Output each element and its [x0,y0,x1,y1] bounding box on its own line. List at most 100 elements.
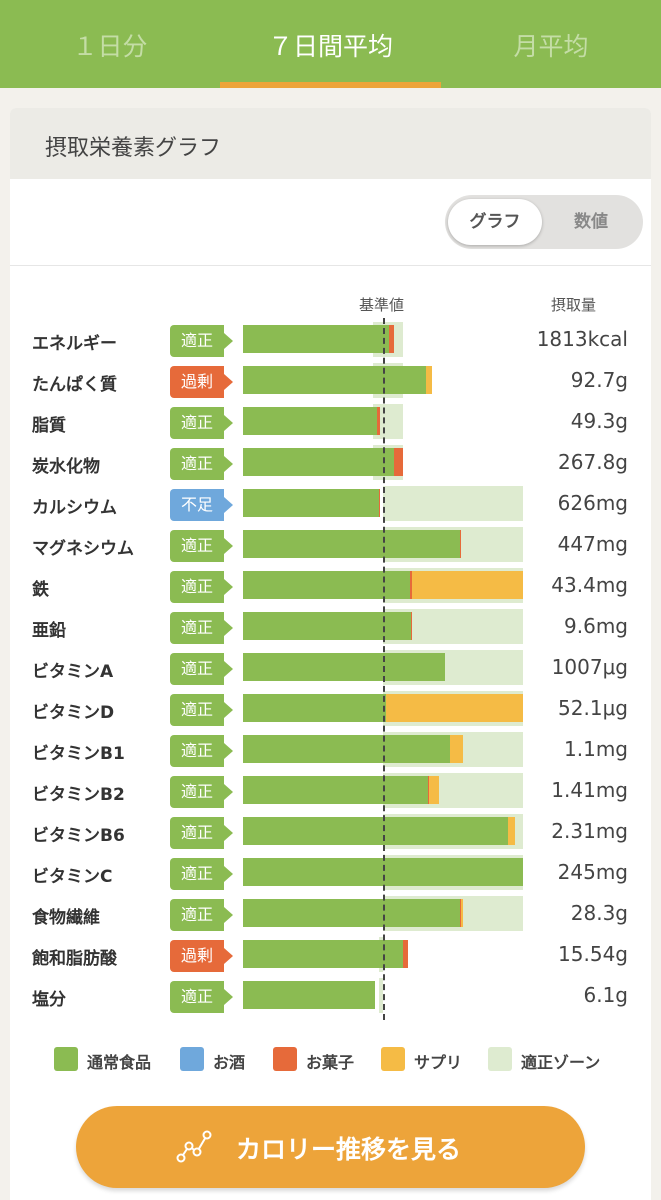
proper-zone [378,978,383,1013]
legend-swatch-alcohol [180,1047,204,1071]
nutrient-row: 脂質 適正 49.3g [10,402,651,443]
bar-normal-food [243,653,445,681]
proper-zone [383,486,523,521]
number-view-button[interactable]: 数値 [574,212,608,232]
reference-line [383,318,385,1020]
bar-normal-food [243,694,386,722]
intake-value: 15.54g [558,942,628,966]
bar-snacks [409,571,413,599]
nutrient-row: 鉄 適正 43.4mg [10,566,651,607]
bar-normal-food [243,489,379,517]
badge-arrow [224,907,233,923]
bar-normal-food [243,776,428,804]
bar-normal-food [243,530,460,558]
nutrient-row: ビタミンB6 適正 2.31mg [10,812,651,853]
status-badge: 過剰 [170,366,224,398]
bar-normal-food [243,899,460,927]
line-chart-icon [176,1130,212,1163]
nutrient-row: マグネシウム 適正 447mg [10,525,651,566]
status-badge: 適正 [170,448,224,480]
nutrient-row: ビタミンC 適正 245mg [10,853,651,894]
intake-value: 43.4mg [551,573,628,597]
legend: 通常食品 お酒 お菓子 サプリ 適正ゾーン [10,1044,651,1074]
nutrient-row: 食物繊維 適正 28.3g [10,894,651,935]
intake-value: 6.1g [583,983,628,1007]
badge-arrow [224,374,233,390]
status-badge: 適正 [170,694,224,726]
bar-snacks [378,489,381,517]
badge-arrow [224,333,233,349]
bar-supplement [426,366,432,394]
bar-normal-food [243,612,411,640]
badge-arrow [224,415,233,431]
intake-value: 92.7g [570,368,628,392]
nutrient-row: 飽和脂肪酸 過剰 15.54g [10,935,651,976]
badge-arrow [224,620,233,636]
tab-monthly-average[interactable]: 月平均 [513,32,589,61]
nutrient-row: エネルギー 適正 1813kcal [10,320,651,361]
bar-normal-food [243,571,410,599]
nutrient-name: ビタミンD [32,703,115,723]
bar-snacks [388,325,395,353]
status-badge: 適正 [170,325,224,357]
status-badge: 適正 [170,571,224,603]
intake-value: 28.3g [570,901,628,925]
legend-swatch-proper-zone [488,1047,512,1071]
nutrient-name: ビタミンA [32,662,114,682]
badge-arrow [224,989,233,1005]
graph-view-button[interactable]: グラフ [448,199,542,245]
bar-normal-food [243,735,451,763]
card-header: 摂取栄養素グラフ [10,108,651,179]
intake-value: 1007μg [551,655,628,679]
bar-normal-food [243,940,403,968]
bar-snacks [377,407,381,435]
status-badge: 不足 [170,489,224,521]
badge-arrow [224,948,233,964]
bar-snacks [402,940,409,968]
bar-normal-food [243,817,508,845]
intake-value: 2.31mg [551,819,628,843]
intake-value: 626mg [557,491,628,515]
nutrient-name: 食物繊維 [32,908,100,928]
intake-header: 摂取量 [551,296,597,314]
intake-value: 49.3g [570,409,628,433]
legend-label: 適正ゾーン [521,1053,601,1072]
bar-snacks [411,612,413,640]
bar-snacks [394,448,403,476]
nutrient-name: 鉄 [32,580,49,600]
nutrient-name: 亜鉛 [32,621,66,641]
reference-header: 基準値 [359,296,405,314]
badge-arrow [224,661,233,677]
nutrient-name: 脂質 [32,416,66,436]
legend-label: お酒 [213,1053,246,1072]
badge-arrow [224,538,233,554]
nutrient-name: マグネシウム [32,539,134,559]
status-badge: 適正 [170,817,224,849]
nutrient-name: 飽和脂肪酸 [32,949,117,969]
bar-normal-food [243,325,389,353]
badge-arrow [224,784,233,800]
badge-arrow [224,456,233,472]
view-toggle: グラフ 数値 [445,195,643,249]
nutrient-row: ビタミンD 適正 52.1μg [10,689,651,730]
bar-snacks [460,899,462,927]
status-badge: 適正 [170,858,224,890]
nutrient-row: ビタミンA 適正 1007μg [10,648,651,689]
bar-supplement [385,694,523,722]
nutrient-name: たんぱく質 [32,375,117,395]
tab-1-day[interactable]: １日分 [72,32,148,61]
nutrient-row: 亜鉛 適正 9.6mg [10,607,651,648]
badge-arrow [224,743,233,759]
status-badge: 適正 [170,776,224,808]
card-title: 摂取栄養素グラフ [45,136,222,161]
nutrient-name: ビタミンB6 [32,826,125,846]
nutrient-name: 塩分 [32,990,66,1010]
bar-supplement [429,776,439,804]
tab-7-day-average[interactable]: ７日間平均 [267,32,393,61]
calorie-trend-label: カロリー推移を見る [236,1135,462,1164]
legend-swatch-normal-food [54,1047,78,1071]
badge-arrow [224,497,233,513]
nutrient-row: ビタミンB2 適正 1.41mg [10,771,651,812]
calorie-trend-button[interactable]: カロリー推移を見る [76,1106,585,1188]
nutrient-name: ビタミンC [32,867,113,887]
